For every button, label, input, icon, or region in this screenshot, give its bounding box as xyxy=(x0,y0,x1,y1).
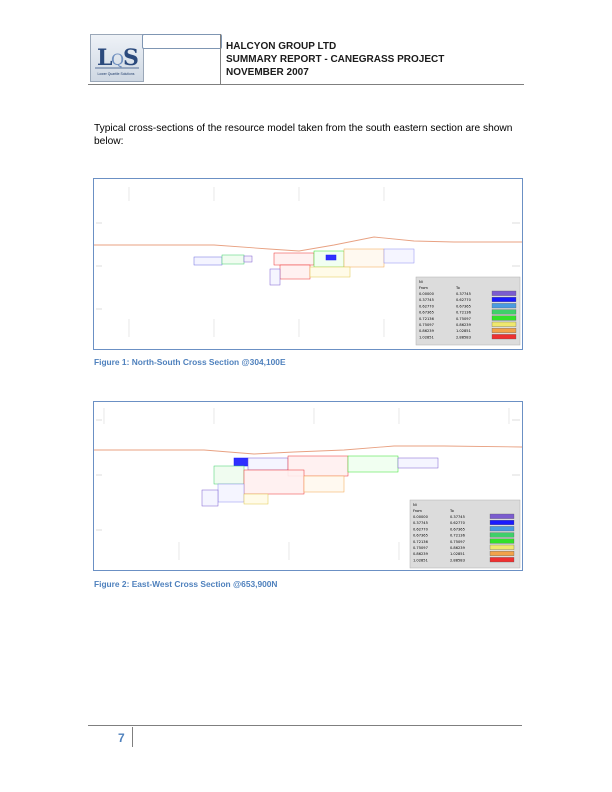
legend-to-value: 1.02851 xyxy=(450,552,465,556)
legend-to-value: 0.37745 xyxy=(456,292,471,296)
legend-to-value: 0.37745 xyxy=(450,515,465,519)
legend-to-value: 0.67365 xyxy=(450,527,465,531)
legend-to-value: 0.72136 xyxy=(450,534,466,538)
legend-from-value: 0.72136 xyxy=(419,317,435,321)
company-name: HALCYON GROUP LTD xyxy=(226,41,337,52)
figure-1-caption: Figure 1: North-South Cross Section @304… xyxy=(94,357,286,367)
svg-text:Q: Q xyxy=(111,50,124,69)
footer-rule xyxy=(88,725,522,726)
legend-to-value: 1.02851 xyxy=(456,329,471,333)
figure-1-legend: Ni From To 0.00000 0.37745 0.37745 0.62770 0… xyxy=(415,276,521,346)
legend-to-value: 0.86239 xyxy=(450,546,466,550)
legend-to-value: 0.72136 xyxy=(456,311,472,315)
legend-from-value: 1.02851 xyxy=(419,335,434,339)
figure-1-cross-section: Ni From To 0.00000 0.37745 0.37745 0.62770 0… xyxy=(93,178,523,350)
legend-swatch xyxy=(489,532,515,538)
legend-swatch xyxy=(489,544,515,550)
legend-from-value: 0.72136 xyxy=(413,540,429,544)
legend-from-value: 0.00000 xyxy=(413,515,429,519)
legend-swatch xyxy=(491,315,517,321)
legend-swatch xyxy=(491,334,517,340)
legend-swatch xyxy=(491,321,517,327)
header-text: HALCYON GROUP LTD SUMMARY REPORT - CANEG… xyxy=(226,40,444,79)
legend-from-value: 0.62770 xyxy=(419,304,435,308)
legend-from-value: 0.75097 xyxy=(419,323,434,327)
svg-text:S: S xyxy=(123,45,139,71)
legend-from-value: 0.37745 xyxy=(413,521,428,525)
legend-to-value: 0.62770 xyxy=(450,521,466,525)
legend-to-value: 2.88583 xyxy=(456,335,471,339)
legend-swatch xyxy=(491,328,517,333)
legend-to-value: 0.86239 xyxy=(456,323,472,327)
legend-to-value: 2.88583 xyxy=(450,558,465,562)
footer-divider xyxy=(132,727,133,747)
report-title: SUMMARY REPORT - CANEGRASS PROJECT xyxy=(226,54,445,65)
lqs-logo-icon: L Q S xyxy=(95,45,139,71)
legend-from-value: 0.86239 xyxy=(413,552,429,556)
svg-text:L: L xyxy=(97,45,112,71)
legend-from-value: 0.86239 xyxy=(419,329,435,333)
legend-col-to: To xyxy=(449,509,454,513)
legend-swatch xyxy=(489,520,515,525)
legend-from-value: 0.75097 xyxy=(413,546,428,550)
figure-2-cross-section: Ni From To 0.00000 0.37745 0.37745 0.62770 0… xyxy=(93,401,523,571)
company-logo: L Q S xyxy=(90,34,144,82)
logo-banner xyxy=(142,34,222,49)
legend-to-value: 0.62770 xyxy=(456,298,472,302)
legend-swatch xyxy=(489,526,515,532)
legend-col-to: To xyxy=(455,286,460,290)
legend-to-value: 0.75097 xyxy=(456,317,471,321)
report-date: NOVEMBER 2007 xyxy=(226,67,309,78)
legend-swatch xyxy=(489,538,515,544)
legend-swatch xyxy=(489,551,515,556)
legend-from-value: 0.62770 xyxy=(413,527,429,531)
legend-from-value: 1.02851 xyxy=(413,558,428,562)
legend-swatch xyxy=(489,513,515,519)
header-divider xyxy=(220,34,221,84)
intro-paragraph: Typical cross-sections of the resource m… xyxy=(94,123,513,147)
legend-swatch xyxy=(491,297,517,302)
legend-to-value: 0.67365 xyxy=(456,304,471,308)
header-rule xyxy=(88,84,524,85)
legend-to-value: 0.75097 xyxy=(450,540,465,544)
legend-swatch xyxy=(491,309,517,315)
page-number: 7 xyxy=(118,731,125,745)
legend-swatch xyxy=(491,290,517,296)
legend-swatch xyxy=(491,303,517,309)
logo-caption: Lower Quartile Solutions xyxy=(97,72,135,76)
legend-title: Ni xyxy=(413,503,417,507)
legend-from-value: 0.37745 xyxy=(419,298,434,302)
legend-from-value: 0.67365 xyxy=(419,311,434,315)
legend-from-value: 0.67365 xyxy=(413,534,428,538)
figure-2-legend: Ni From To 0.00000 0.37745 0.37745 0.62770 0… xyxy=(409,499,521,569)
legend-swatch xyxy=(489,557,515,563)
legend-col-from: From xyxy=(419,286,428,290)
figure-2-caption: Figure 2: East-West Cross Section @653,9… xyxy=(94,579,278,589)
legend-col-from: From xyxy=(413,509,422,513)
legend-title: Ni xyxy=(419,280,423,284)
legend-from-value: 0.00000 xyxy=(419,292,435,296)
